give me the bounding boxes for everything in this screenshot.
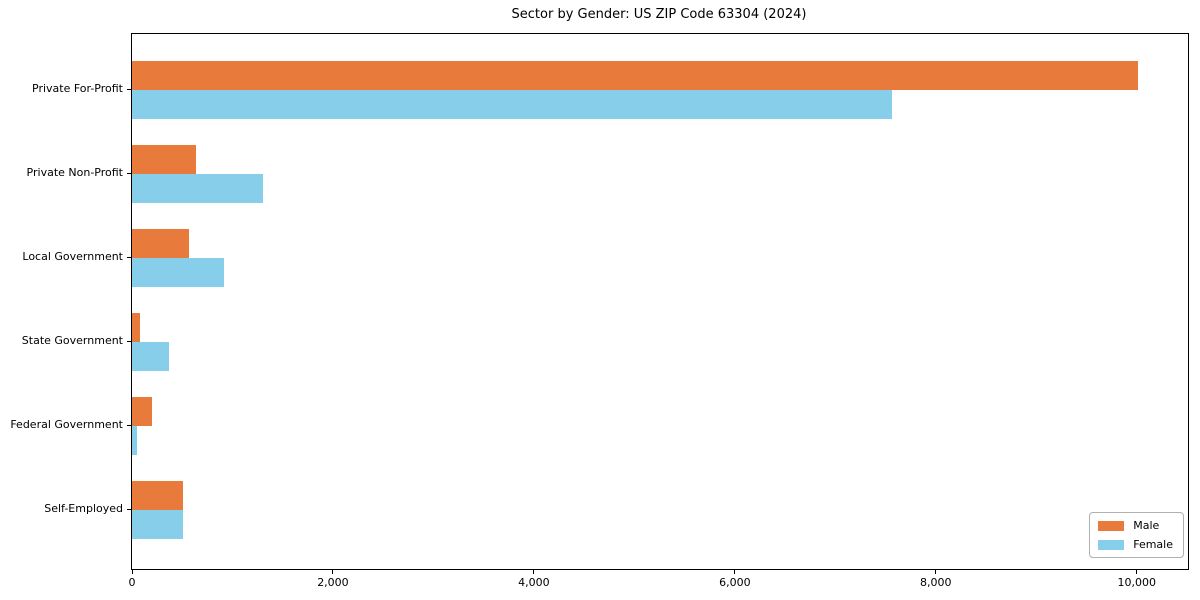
y-tick-mark [127, 89, 131, 90]
bar-female-0 [132, 89, 892, 119]
legend-item-male: Male [1098, 519, 1173, 532]
x-tick-mark [131, 570, 133, 574]
y-tick-mark [127, 341, 131, 342]
x-tick-mark [533, 570, 535, 574]
bar-male-0 [132, 60, 1138, 90]
legend-item-female: Female [1098, 538, 1173, 551]
bar-female-3 [132, 341, 170, 371]
male-color-swatch [1098, 520, 1125, 531]
y-tick-label-5: Self-Employed [44, 501, 123, 515]
x-tick-mark [734, 570, 736, 574]
y-tick-label-2: Local Government [22, 249, 123, 263]
y-tick-label-1: Private Non-Profit [26, 165, 123, 179]
y-tick-label-0: Private For-Profit [32, 81, 123, 95]
x-tick-label: 0 [128, 576, 136, 589]
bar-male-3 [132, 312, 140, 342]
plot-area: 0 2,000 4,000 6,000 8,000 10,000 Male Female [127, 33, 1189, 589]
legend-label-male: Male [1133, 519, 1160, 532]
x-tick-mark [935, 570, 937, 574]
bar-male-1 [132, 144, 197, 174]
bar-male-4 [132, 396, 153, 426]
bar-male-5 [132, 480, 184, 510]
y-tick-mark [127, 425, 131, 426]
legend-label-female: Female [1133, 538, 1173, 551]
y-tick-mark [127, 173, 131, 174]
y-tick-label-4: Federal Government [10, 417, 123, 431]
x-tick-mark [1136, 570, 1138, 574]
female-color-swatch [1098, 539, 1125, 550]
bar-female-2 [132, 257, 224, 287]
x-tick-label: 6,000 [719, 576, 751, 589]
chart-title: Sector by Gender: US ZIP Code 63304 (202… [511, 7, 807, 22]
x-tick-label: 2,000 [317, 576, 349, 589]
bar-female-5 [132, 509, 184, 539]
bar-female-4 [132, 425, 137, 455]
y-tick-label-3: State Government [21, 333, 123, 347]
bar-male-2 [132, 228, 190, 258]
x-tick-label: 4,000 [518, 576, 550, 589]
x-tick-label: 8,000 [920, 576, 952, 589]
x-tick-mark [332, 570, 334, 574]
y-tick-mark [127, 509, 131, 510]
y-tick-mark [127, 257, 131, 258]
legend: Male Female [1089, 512, 1184, 558]
bar-female-1 [132, 173, 263, 203]
x-tick-label: 10,000 [1117, 576, 1157, 589]
